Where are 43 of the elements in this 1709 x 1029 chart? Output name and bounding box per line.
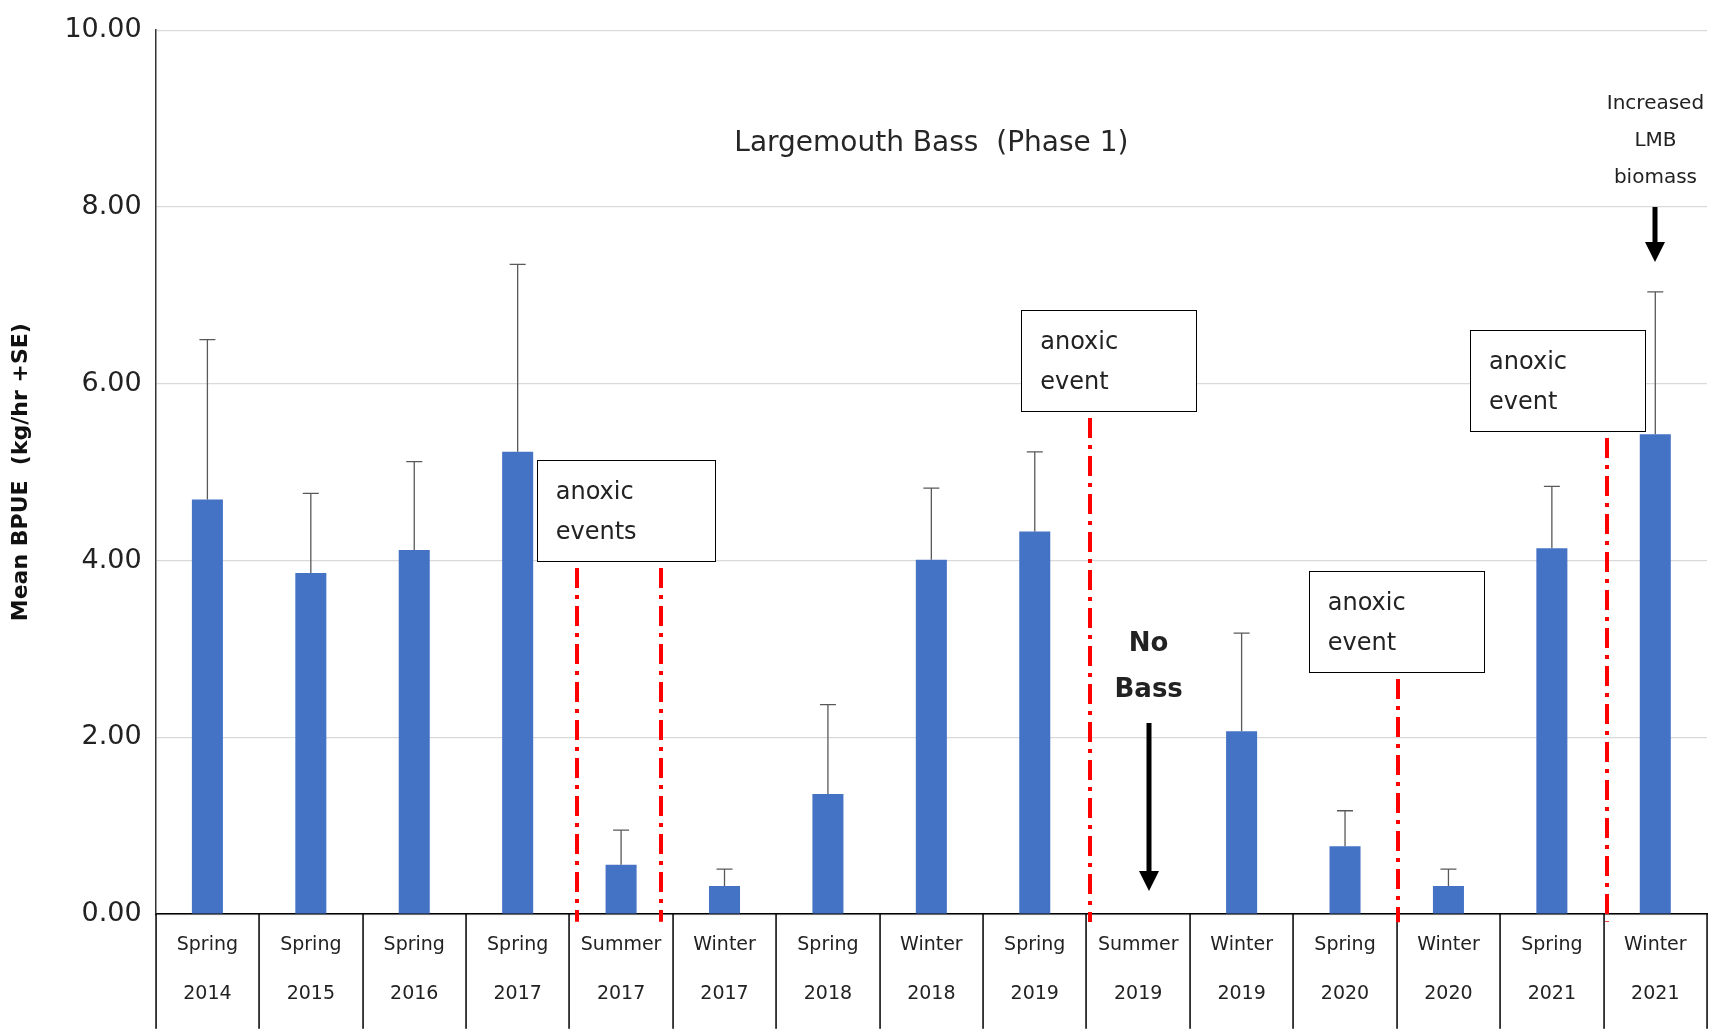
category-label: Winter 2018 xyxy=(900,931,963,1004)
bar xyxy=(502,451,534,914)
category-label: Spring 2018 xyxy=(797,931,859,1004)
annotation: Increased LMB biomass xyxy=(1606,89,1705,191)
y-tick-label: 8.00 xyxy=(81,189,142,221)
category-label: Spring 2019 xyxy=(1004,931,1066,1004)
bar xyxy=(915,559,947,914)
category-label: Spring 2014 xyxy=(176,931,239,1004)
category-label: Spring 2016 xyxy=(383,931,445,1004)
bar xyxy=(1019,531,1051,914)
category-label: Winter 2017 xyxy=(693,931,756,1004)
bar xyxy=(605,864,637,914)
category-label: Summer 2017 xyxy=(580,931,662,1004)
y-tick-label: 0.00 xyxy=(81,896,142,928)
category-label: Spring 2020 xyxy=(1314,931,1376,1004)
bar xyxy=(708,885,741,914)
bar xyxy=(1432,885,1464,914)
note-box: anoxic events xyxy=(536,460,716,563)
bar xyxy=(1536,548,1568,914)
note-box: anoxic event xyxy=(1470,330,1647,433)
text: Largemouth Bass (Phase 1) xyxy=(734,124,1129,158)
y-tick-label: 10.00 xyxy=(64,12,142,44)
bar xyxy=(1639,434,1671,914)
bar xyxy=(398,549,430,914)
category-label: Winter 2020 xyxy=(1417,931,1480,1004)
note-box: anoxic event xyxy=(1021,310,1198,413)
category-label: Spring 2021 xyxy=(1521,931,1583,1004)
category-label: Winter 2019 xyxy=(1210,931,1273,1004)
category-label: Spring 2015 xyxy=(280,931,342,1004)
bar xyxy=(1226,731,1258,914)
note-box: anoxic event xyxy=(1308,570,1485,673)
y-tick-label: 2.00 xyxy=(81,719,142,751)
annotation: No Bass xyxy=(1114,625,1183,705)
category-label: Summer 2019 xyxy=(1097,931,1179,1004)
bar xyxy=(295,572,327,914)
y-tick-label: 6.00 xyxy=(81,365,142,397)
bar xyxy=(191,499,223,914)
y-tick-label: 4.00 xyxy=(81,542,142,574)
category-label: Spring 2017 xyxy=(487,931,549,1004)
y-axis-title: Mean BPUE (kg/hr +SE) xyxy=(6,323,32,622)
bar xyxy=(1329,846,1361,914)
bar xyxy=(812,793,844,914)
category-label: Winter 2021 xyxy=(1623,931,1687,1004)
